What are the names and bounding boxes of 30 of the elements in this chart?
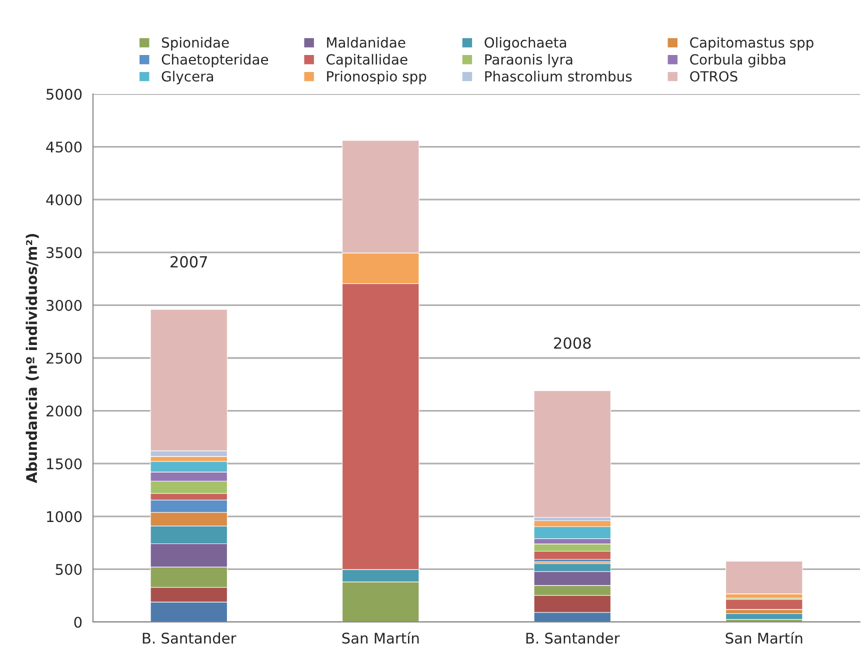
y-tick-label: 4000 (46, 194, 82, 206)
legend-label: OTROS (690, 71, 738, 82)
annotation: 2007 (170, 256, 208, 268)
legend-label: Phascolium strombus (485, 70, 632, 82)
legend-label: Prionospio spp (327, 70, 426, 84)
x-tick-label: San Martín (726, 632, 802, 644)
x-tick-label: B. Santander (526, 632, 620, 644)
legend-label: Oligochaeta (484, 37, 566, 50)
legend-label: Maldanidae (327, 37, 406, 48)
y-axis-title: Abundancia (nº individuos/m²) (26, 234, 39, 484)
legend-label: Glycera (162, 70, 214, 84)
y-tick-label: 2000 (46, 406, 82, 417)
legend-label: Spionidae (162, 37, 229, 50)
y-tick-label: 5000 (46, 88, 82, 100)
legend-label: Corbula gibba (690, 54, 786, 68)
y-tick-label: 3500 (46, 247, 82, 258)
x-tick-label: San Martín (342, 632, 419, 644)
y-tick-label: 500 (56, 564, 82, 575)
y-tick-label: 0 (74, 616, 82, 628)
y-tick-label: 3000 (46, 300, 82, 311)
x-tick-label: B. Santander (142, 632, 236, 644)
legend-label: Capitomastus spp (690, 37, 814, 50)
legend-label: Paraonis lyra (485, 54, 572, 68)
y-tick-label: 1000 (47, 511, 82, 522)
legend-label: Capitallidae (326, 54, 408, 68)
legend-label: Chaetopteridae (162, 54, 268, 68)
annotation: 2008 (554, 337, 591, 349)
y-tick-label: 4500 (46, 142, 82, 153)
y-tick-label: 1500 (47, 458, 82, 470)
y-tick-label: 2500 (46, 352, 82, 364)
